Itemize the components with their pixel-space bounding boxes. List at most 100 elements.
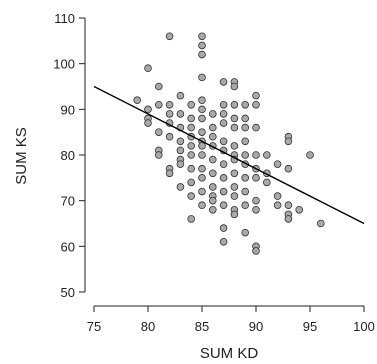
data-point [241, 151, 250, 159]
data-point [187, 178, 196, 187]
data-point [198, 128, 206, 136]
data-point [165, 100, 174, 109]
data-point [198, 41, 206, 50]
x-tick-label: 95 [303, 319, 317, 334]
data-point [198, 32, 206, 41]
data-point [241, 174, 250, 182]
y-axis: 50 60 70 80 90 100 110 [53, 11, 86, 300]
y-tick-label: 80 [61, 148, 75, 163]
data-point [252, 91, 260, 100]
data-point [230, 100, 239, 109]
data-point [230, 192, 239, 200]
data-point [252, 196, 260, 205]
data-point [198, 105, 206, 114]
data-point [219, 224, 228, 232]
data-point [219, 174, 228, 182]
data-point [209, 196, 217, 205]
data-point [176, 160, 185, 168]
data-point [176, 146, 185, 155]
x-tick-label: 80 [141, 319, 155, 334]
data-point [176, 91, 185, 100]
data-point [306, 151, 314, 159]
x-axis-title: SUM KD [200, 345, 259, 362]
data-points [133, 32, 325, 255]
data-point [176, 183, 185, 191]
data-point [241, 228, 250, 237]
data-point [316, 219, 325, 228]
data-point [165, 132, 174, 141]
data-point [241, 114, 250, 123]
data-point [241, 100, 250, 109]
y-ticks: 50 60 70 80 90 100 110 [53, 11, 85, 300]
data-point [209, 183, 217, 191]
data-point [230, 82, 239, 91]
y-tick-label: 100 [53, 57, 75, 72]
data-point [198, 96, 206, 104]
data-point [284, 201, 293, 210]
data-point [198, 114, 206, 123]
data-point [209, 155, 217, 164]
data-point [262, 151, 271, 159]
y-tick-label: 60 [61, 239, 75, 254]
data-point [198, 174, 206, 182]
x-axis: 75 80 85 90 95 100 [87, 305, 375, 334]
data-point [241, 201, 250, 210]
data-point [198, 187, 206, 196]
data-point [252, 206, 260, 214]
data-point [219, 160, 228, 168]
data-point [144, 119, 152, 127]
data-point [187, 192, 196, 200]
data-point [230, 114, 239, 123]
data-point [187, 164, 196, 173]
data-point [252, 247, 260, 255]
data-point [219, 237, 228, 246]
data-point [273, 192, 282, 200]
data-point [209, 132, 217, 141]
data-point [198, 201, 206, 210]
y-tick-label: 50 [61, 285, 75, 300]
data-point [230, 142, 239, 150]
data-point [284, 137, 293, 146]
data-point [187, 151, 196, 159]
data-point [230, 210, 239, 219]
data-point [198, 73, 206, 82]
data-point [241, 137, 250, 146]
data-point [273, 160, 282, 168]
data-point [155, 151, 163, 159]
data-point [165, 32, 174, 41]
x-tick-label: 85 [195, 319, 209, 334]
x-ticks: 75 80 85 90 95 100 [87, 306, 375, 334]
data-point [209, 206, 217, 214]
data-point [230, 123, 239, 132]
data-point [209, 123, 217, 132]
data-point [252, 174, 260, 182]
x-tick-label: 90 [249, 319, 263, 334]
data-point [230, 183, 239, 191]
data-point [219, 78, 228, 86]
data-point [176, 110, 185, 118]
data-point [187, 100, 196, 109]
data-point [284, 164, 293, 173]
data-point [187, 215, 196, 223]
data-point [176, 137, 185, 146]
data-point [155, 100, 163, 109]
data-point [187, 123, 196, 132]
y-tick-label: 110 [54, 11, 75, 26]
data-point [198, 164, 206, 173]
data-point [209, 169, 217, 178]
data-point [241, 123, 250, 132]
data-point [209, 110, 217, 118]
data-point [252, 100, 260, 109]
data-point [219, 119, 228, 127]
data-point [219, 187, 228, 196]
data-point [262, 178, 271, 187]
y-tick-label: 70 [61, 194, 75, 209]
x-tick-label: 100 [353, 319, 375, 334]
y-tick-label: 90 [61, 102, 75, 117]
data-point [219, 110, 228, 118]
data-point [144, 64, 152, 73]
data-point [230, 169, 239, 178]
data-point [295, 206, 304, 214]
data-point [155, 82, 163, 91]
